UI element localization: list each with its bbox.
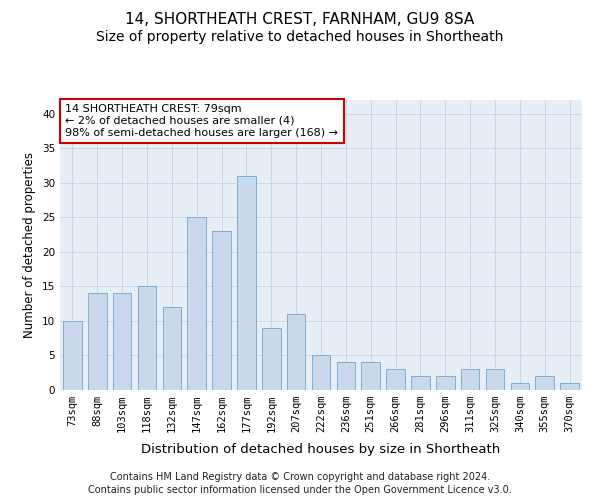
- Bar: [63, 321, 82, 390]
- Bar: [262, 328, 281, 390]
- Bar: [461, 370, 479, 390]
- Bar: [436, 376, 455, 390]
- Text: Distribution of detached houses by size in Shortheath: Distribution of detached houses by size …: [142, 442, 500, 456]
- Text: 14, SHORTHEATH CREST, FARNHAM, GU9 8SA: 14, SHORTHEATH CREST, FARNHAM, GU9 8SA: [125, 12, 475, 28]
- Text: Contains public sector information licensed under the Open Government Licence v3: Contains public sector information licen…: [88, 485, 512, 495]
- Bar: [88, 294, 107, 390]
- Bar: [187, 218, 206, 390]
- Bar: [137, 286, 157, 390]
- Bar: [237, 176, 256, 390]
- Bar: [287, 314, 305, 390]
- Bar: [361, 362, 380, 390]
- Bar: [485, 370, 505, 390]
- Bar: [411, 376, 430, 390]
- Text: 14 SHORTHEATH CREST: 79sqm
← 2% of detached houses are smaller (4)
98% of semi-d: 14 SHORTHEATH CREST: 79sqm ← 2% of detac…: [65, 104, 338, 138]
- Y-axis label: Number of detached properties: Number of detached properties: [23, 152, 37, 338]
- Text: Size of property relative to detached houses in Shortheath: Size of property relative to detached ho…: [97, 30, 503, 44]
- Bar: [337, 362, 355, 390]
- Bar: [535, 376, 554, 390]
- Bar: [163, 307, 181, 390]
- Bar: [212, 231, 231, 390]
- Bar: [311, 356, 331, 390]
- Text: Contains HM Land Registry data © Crown copyright and database right 2024.: Contains HM Land Registry data © Crown c…: [110, 472, 490, 482]
- Bar: [511, 383, 529, 390]
- Bar: [386, 370, 405, 390]
- Bar: [113, 294, 131, 390]
- Bar: [560, 383, 579, 390]
